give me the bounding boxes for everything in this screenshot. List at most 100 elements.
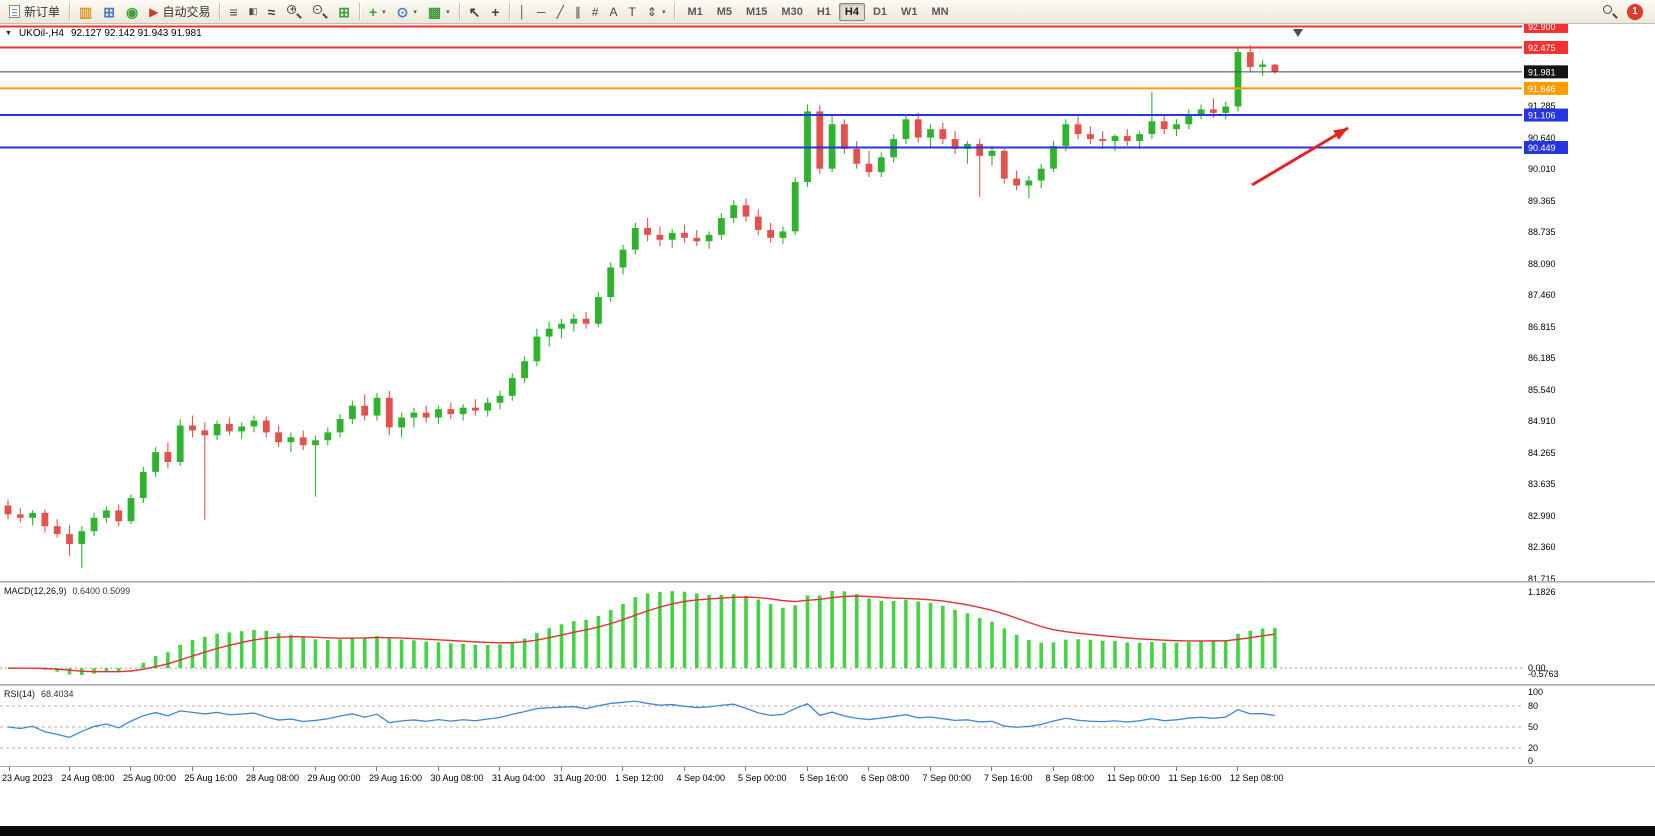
timeframe-button-m30[interactable]: M30 xyxy=(781,5,803,18)
time-tick-label: 25 Aug 16:00 xyxy=(184,767,238,783)
price-axis-tick: 90.010 xyxy=(1528,164,1556,174)
timeframe-button-w1[interactable]: W1 xyxy=(901,5,918,18)
horizontal-line-icon: ─ xyxy=(537,4,546,19)
candle-body xyxy=(841,124,848,149)
candle-body xyxy=(607,267,615,298)
community-button[interactable]: ◉ xyxy=(121,2,143,22)
candle-body xyxy=(668,232,676,240)
candle-body xyxy=(1246,52,1254,67)
bar-chart-button[interactable]: ≡ xyxy=(224,2,242,22)
macd-label: MACD(12,26,9) 0.6400 0.5099 xyxy=(4,586,130,596)
timeframe-button-m15[interactable]: M15 xyxy=(746,5,768,18)
timeframe-button-mn[interactable]: MN xyxy=(931,5,949,18)
charts-grid-button[interactable]: ⊞ xyxy=(98,2,120,22)
autotrade-button[interactable]: ▶ 自动交易 xyxy=(144,2,215,22)
chart-window-button[interactable]: ▥ xyxy=(74,2,97,22)
candle-body xyxy=(349,405,356,420)
price-chart-canvas[interactable]: 91.285 90.640 90.010 89.365 88.735 88.090 87.4… xyxy=(0,24,1655,581)
candle-body xyxy=(718,218,725,235)
channel-tool-button[interactable]: ∥ xyxy=(570,2,586,22)
candle-body xyxy=(189,425,196,431)
candle-body xyxy=(1271,64,1279,72)
candle-body xyxy=(853,148,861,164)
cursor-icon: ↖ xyxy=(468,3,481,20)
periods-button[interactable]: ⊙ ▾ xyxy=(392,2,422,22)
cursor-tool-button[interactable]: ↖ xyxy=(464,2,486,22)
candle-body xyxy=(951,139,959,149)
search-icon[interactable] xyxy=(1602,4,1618,19)
candle-body xyxy=(398,417,405,428)
price-axis-tick: 91.285 xyxy=(1528,101,1556,111)
timeframe-button-h4[interactable]: H4 xyxy=(838,2,865,21)
toolbar-separator xyxy=(219,3,221,20)
candle-body xyxy=(644,227,651,235)
timeframe-button-m5[interactable]: M5 xyxy=(716,5,733,18)
rsi-canvas[interactable]: 100 80 50 20 0 xyxy=(0,686,1655,766)
collapse-icon[interactable]: ▼ xyxy=(5,30,12,37)
rsi-pane[interactable]: 100 80 50 20 0 RSI(14) 68.4034 xyxy=(0,686,1655,766)
indicators-button[interactable]: + ▾ xyxy=(364,2,391,22)
candle-body xyxy=(1111,136,1119,142)
candle-body xyxy=(1099,139,1107,142)
tile-windows-button[interactable]: ⊞ xyxy=(333,2,355,22)
chart-shift-marker-icon[interactable] xyxy=(1293,29,1303,37)
zoom-out-icon: - xyxy=(312,4,329,19)
candle-body xyxy=(779,231,787,238)
timeframe-button-m1[interactable]: M1 xyxy=(687,5,703,18)
zoom-in-button[interactable]: + xyxy=(281,2,306,22)
macd-signal-line xyxy=(7,595,1275,673)
vertical-line-tool-button[interactable]: │ xyxy=(514,2,532,22)
timeframe-button-d1[interactable]: D1 xyxy=(872,5,888,18)
zoom-in-icon: + xyxy=(286,4,303,19)
price-axis-tick: 84.265 xyxy=(1528,448,1556,458)
notification-badge[interactable]: 1 xyxy=(1627,3,1643,20)
candle-body xyxy=(435,409,442,418)
zoom-out-button[interactable]: - xyxy=(307,2,332,22)
arrows-tool-button[interactable]: ⇕ ▾ xyxy=(642,2,671,22)
candle-body xyxy=(299,437,307,446)
timeframe-group: M1 M5 M15 M30 H1 H4 D1 W1 MN xyxy=(681,2,954,21)
horizontal-line-tool-button[interactable]: ─ xyxy=(532,2,551,22)
fibonacci-tool-button[interactable]: # xyxy=(587,2,604,22)
arrow-annotation-line[interactable] xyxy=(1251,126,1349,187)
chart-ohlc-values: 92.127 92.142 91.943 91.981 xyxy=(70,28,202,39)
timeframe-button-h1[interactable]: H1 xyxy=(816,5,831,18)
candle-body xyxy=(1062,124,1070,146)
candle-body xyxy=(828,124,836,169)
rsi-name: RSI(14) xyxy=(4,689,36,699)
candle-body xyxy=(521,361,528,379)
candle-body xyxy=(103,510,110,518)
candle-body xyxy=(53,526,61,535)
new-order-label: 新订单 xyxy=(24,5,61,19)
candle-body xyxy=(287,437,295,443)
rsi-axis-label: 0 xyxy=(1528,756,1533,766)
text-tool-button[interactable]: A xyxy=(605,2,623,22)
pane-separator[interactable] xyxy=(0,684,1655,686)
candle-body xyxy=(1160,121,1168,130)
arrow-annotation-head[interactable] xyxy=(1333,128,1348,140)
time-tick-label: 31 Aug 04:00 xyxy=(492,767,546,783)
price-axis-tick: 84.910 xyxy=(1528,416,1556,426)
label-tool-button[interactable]: T xyxy=(624,2,641,22)
templates-button[interactable]: ▦ ▾ xyxy=(423,2,455,22)
line-chart-button[interactable]: ≈ xyxy=(263,2,281,22)
macd-pane[interactable]: 1.1826 0.00 -0.5763 MACD(12,26,9) 0.6400 0… xyxy=(0,583,1655,684)
candle-body xyxy=(533,336,541,362)
price-chart-pane[interactable]: 91.285 90.640 90.010 89.365 88.735 88.090 87.4… xyxy=(0,24,1655,581)
new-order-button[interactable]: 新订单 xyxy=(4,2,65,22)
toolbar-separator xyxy=(674,3,676,20)
candle-body xyxy=(496,395,504,403)
candle-body xyxy=(1123,136,1131,142)
time-axis[interactable]: 23 Aug 2023 24 Aug 08:00 25 Aug 00:00 25 Au… xyxy=(0,766,1655,788)
candle-body xyxy=(1087,134,1094,140)
line-chart-icon: ≈ xyxy=(267,3,276,20)
candlestick-chart-button[interactable]: ▮▯ xyxy=(244,2,262,22)
candle-body xyxy=(902,119,910,140)
crosshair-tool-button[interactable]: + xyxy=(486,2,504,22)
time-tick-label: 12 Sep 08:00 xyxy=(1230,767,1284,783)
macd-canvas[interactable]: 1.1826 0.00-0.5763 xyxy=(0,583,1655,684)
candle-body xyxy=(176,425,184,462)
time-tick-label: 8 Sep 08:00 xyxy=(1045,767,1095,783)
pane-separator[interactable] xyxy=(0,581,1655,583)
trendline-tool-button[interactable]: ╱ xyxy=(552,2,569,22)
